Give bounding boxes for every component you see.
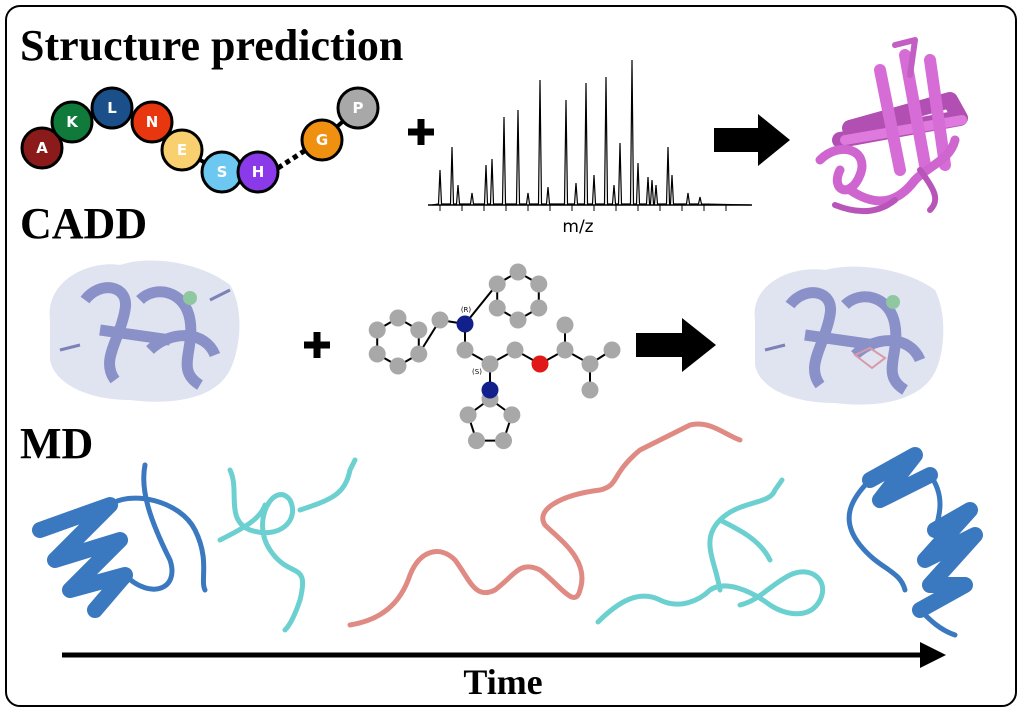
protein-structure [815, 37, 968, 214]
mass-spectrum: m/z [428, 59, 752, 237]
stereo-label: (S) [472, 368, 482, 376]
atom [530, 275, 548, 293]
section-title: Structure prediction [20, 21, 403, 70]
section-title: MD [20, 419, 93, 468]
arrow [636, 318, 716, 372]
residue [236, 150, 280, 194]
residue [50, 100, 94, 144]
atom [495, 432, 513, 450]
axis-label: m/z [562, 217, 593, 237]
atom [467, 432, 485, 450]
atom [509, 311, 527, 329]
atom [410, 345, 428, 363]
atom [481, 355, 499, 373]
residue [130, 100, 174, 144]
residue-label: P [353, 99, 364, 117]
plus [304, 119, 434, 358]
residue-label: N [146, 113, 159, 131]
atom [456, 315, 474, 333]
atom [503, 406, 521, 424]
atom [603, 341, 621, 359]
residue-label: S [217, 163, 228, 181]
atom [456, 341, 474, 359]
atom [488, 299, 506, 317]
stereo-label: (R) [461, 306, 472, 314]
md-trajectory [32, 421, 983, 638]
atom [481, 381, 499, 399]
atom [368, 345, 386, 363]
gap-dots [276, 143, 314, 171]
section-title: CADD [20, 199, 147, 248]
atom [581, 381, 599, 399]
atom [506, 341, 524, 359]
bond [464, 283, 498, 325]
residue-label: E [177, 141, 187, 159]
atom [530, 299, 548, 317]
axis-label: Time [463, 662, 542, 702]
atom [389, 309, 407, 327]
residue [160, 128, 204, 172]
atom [488, 275, 506, 293]
sequence: AK L NE S H G P [20, 86, 380, 194]
protein-surface [754, 266, 944, 405]
residue [336, 86, 380, 130]
residue [90, 86, 134, 130]
atom [410, 321, 428, 339]
molecule [368, 263, 621, 450]
residue-label: G [316, 131, 328, 149]
residue [300, 118, 344, 162]
residue-label: A [36, 139, 48, 157]
spectrum-trace [431, 59, 751, 206]
residue-label: K [66, 113, 79, 131]
protein-surface [49, 260, 240, 402]
atom [459, 406, 477, 424]
atom [509, 263, 527, 281]
atom [368, 321, 386, 339]
residue [20, 126, 64, 170]
atom [431, 311, 449, 329]
arrow [714, 114, 790, 166]
atom [389, 357, 407, 375]
residue-label: L [107, 99, 117, 117]
time-arrowhead [920, 642, 946, 668]
atom [556, 316, 574, 334]
atom [556, 341, 574, 359]
residue-label: H [252, 163, 265, 181]
atom [531, 355, 549, 373]
atom [581, 355, 599, 373]
